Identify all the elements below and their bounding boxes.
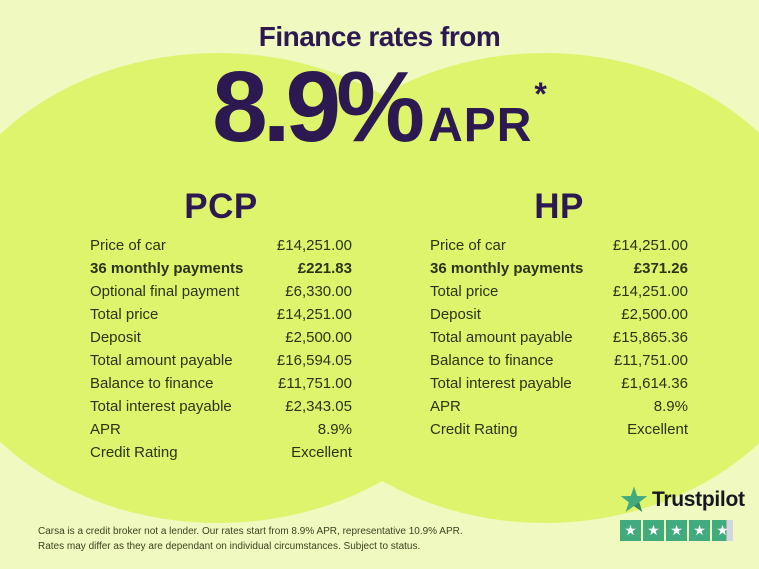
- hp-column: HP Price of car £14,251.00 36 monthly paym…: [430, 186, 688, 444]
- row-value: £14,251.00: [612, 283, 688, 300]
- table-row: Price of car £14,251.00: [90, 237, 352, 260]
- row-value: £1,614.36: [621, 375, 688, 392]
- table-row: APR 8.9%: [90, 421, 352, 444]
- row-label: 36 monthly payments: [90, 260, 244, 277]
- row-label: Total price: [430, 283, 499, 300]
- star-icon: ★: [624, 522, 637, 539]
- row-label: APR: [430, 398, 461, 415]
- rating-star-box: ★: [666, 520, 687, 541]
- star-icon: ★: [647, 522, 660, 539]
- table-row: Total amount payable £16,594.05: [90, 352, 352, 375]
- pcp-table: Price of car £14,251.00 36 monthly payment…: [90, 237, 352, 467]
- pcp-column: PCP Price of car £14,251.00 36 monthly pay…: [90, 186, 352, 467]
- row-value: £11,751.00: [278, 375, 352, 392]
- headline-rate: 8.9% APR *: [0, 57, 759, 157]
- table-row: Total amount payable £15,865.36: [430, 329, 688, 352]
- trustpilot-star-icon: [620, 486, 648, 512]
- table-row: Credit Rating Excellent: [430, 421, 688, 444]
- trustpilot-wordmark: Trustpilot: [652, 488, 745, 511]
- table-row: Optional final payment £6,330.00: [90, 283, 352, 306]
- apr-label: APR: [428, 99, 533, 152]
- table-row: Total price £14,251.00: [90, 306, 352, 329]
- table-row: Total interest payable £1,614.36: [430, 375, 688, 398]
- row-value: £11,751.00: [614, 352, 688, 369]
- row-value: £14,251.00: [276, 237, 352, 254]
- row-value: £221.83: [297, 260, 352, 277]
- row-value: £14,251.00: [612, 237, 688, 254]
- row-label: Price of car: [90, 237, 166, 254]
- row-value: Excellent: [291, 444, 352, 461]
- background-blob-right: [260, 53, 759, 523]
- table-row: Balance to finance £11,751.00: [90, 375, 352, 398]
- table-row: Total price £14,251.00: [430, 283, 688, 306]
- row-label: APR: [90, 421, 121, 438]
- row-value: £14,251.00: [276, 306, 352, 323]
- row-value: £2,500.00: [621, 306, 688, 323]
- rating-star-box: ★: [689, 520, 710, 541]
- rating-star-box: ★: [620, 520, 641, 541]
- row-value: 8.9%: [653, 398, 688, 415]
- row-label: Total amount payable: [430, 329, 573, 346]
- row-label: Total interest payable: [430, 375, 572, 392]
- trustpilot-logo: Trustpilot: [620, 486, 745, 514]
- rating-star-box: ★: [643, 520, 664, 541]
- trustpilot-rating-stars: ★ ★ ★ ★ ★: [620, 520, 745, 541]
- table-row: Balance to finance £11,751.00: [430, 352, 688, 375]
- table-row: Credit Rating Excellent: [90, 444, 352, 467]
- table-row: Price of car £14,251.00: [430, 237, 688, 260]
- hp-table: Price of car £14,251.00 36 monthly payment…: [430, 237, 688, 444]
- table-row: Deposit £2,500.00: [90, 329, 352, 352]
- disclaimer-line-2: Rates may differ as they are dependant o…: [38, 541, 421, 552]
- row-label: Balance to finance: [430, 352, 554, 369]
- row-label: Balance to finance: [90, 375, 214, 392]
- table-row: 36 monthly payments £221.83: [90, 260, 352, 283]
- star-icon: ★: [716, 522, 729, 539]
- disclaimer-line-1: Carsa is a credit broker not a lender. O…: [38, 526, 463, 537]
- row-value: £371.26: [633, 260, 688, 277]
- rate-value: 8.9%: [212, 51, 425, 163]
- row-label: Credit Rating: [90, 444, 178, 461]
- apr-asterisk: *: [534, 76, 547, 112]
- table-row: Deposit £2,500.00: [430, 306, 688, 329]
- trustpilot-widget: Trustpilot ★ ★ ★ ★ ★: [620, 486, 745, 541]
- star-icon: ★: [693, 522, 706, 539]
- table-row: Total interest payable £2,343.05: [90, 398, 352, 421]
- rating-star-box: ★: [712, 520, 733, 541]
- row-label: Deposit: [430, 306, 481, 323]
- banner-eyebrow: Finance rates from: [258, 21, 501, 52]
- row-value: £2,343.05: [285, 398, 352, 415]
- row-label: Total amount payable: [90, 352, 233, 369]
- row-label: Total interest payable: [90, 398, 232, 415]
- row-label: Deposit: [90, 329, 141, 346]
- row-label: Total price: [90, 306, 159, 323]
- row-value: £6,330.00: [285, 283, 352, 300]
- table-row: 36 monthly payments £371.26: [430, 260, 688, 283]
- row-label: 36 monthly payments: [430, 260, 584, 277]
- table-row: APR 8.9%: [430, 398, 688, 421]
- legal-disclaimer: Carsa is a credit broker not a lender. O…: [38, 524, 488, 554]
- row-value: £16,594.05: [276, 352, 352, 369]
- row-label: Optional final payment: [90, 283, 240, 300]
- row-label: Credit Rating: [430, 421, 518, 438]
- row-value: Excellent: [627, 421, 688, 438]
- row-value: £15,865.36: [612, 329, 688, 346]
- hp-title: HP: [534, 187, 584, 226]
- pcp-title: PCP: [184, 187, 258, 226]
- row-value: 8.9%: [317, 421, 352, 438]
- row-value: £2,500.00: [285, 329, 352, 346]
- row-label: Price of car: [430, 237, 506, 254]
- star-icon: ★: [670, 522, 683, 539]
